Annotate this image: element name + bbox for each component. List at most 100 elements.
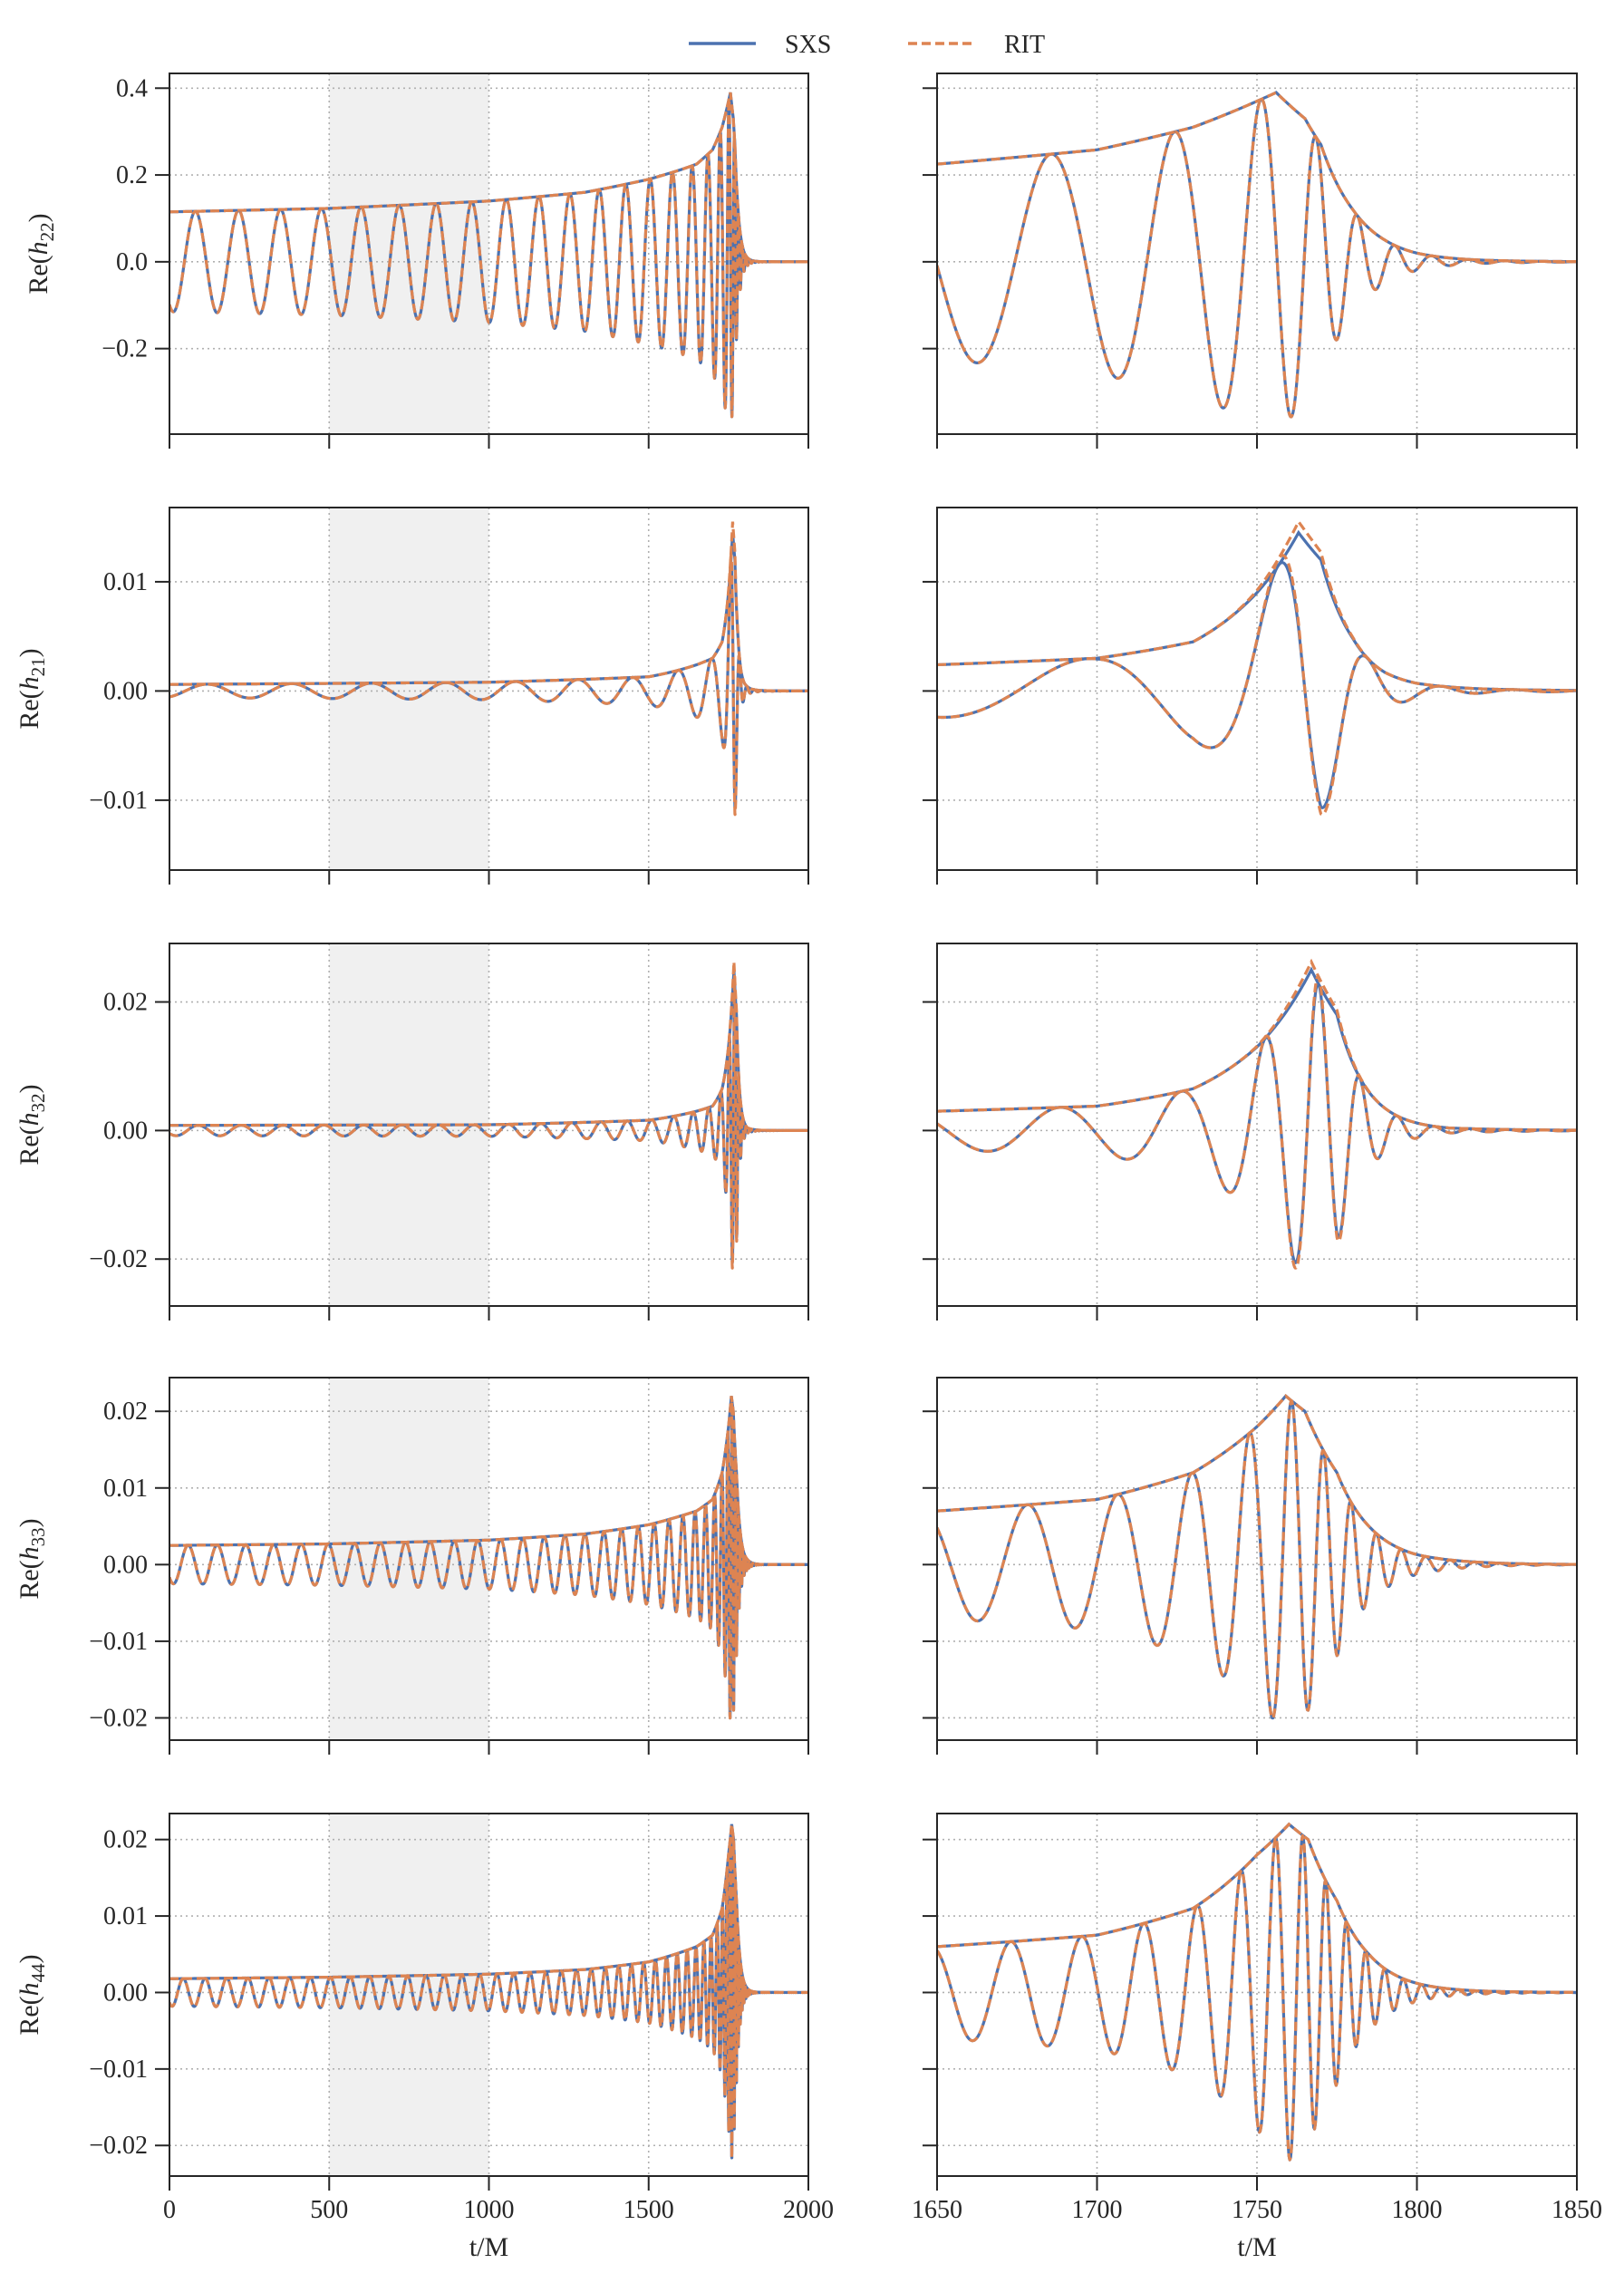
y-axis-label: Re(h22) — [24, 213, 58, 294]
y-label-subscript: 33 — [27, 1527, 49, 1546]
y-tick-label: 0.2 — [116, 161, 148, 189]
y-label-subscript: 22 — [36, 222, 58, 241]
y-label-suffix: ) — [14, 1518, 44, 1527]
sxs-real-part-line — [937, 97, 1577, 419]
shaded-region — [329, 1378, 489, 1740]
rit-amplitude-line — [169, 1396, 808, 1566]
y-axis-label: Re(h21) — [14, 648, 49, 729]
x-tick-label: 1750 — [1232, 2196, 1282, 2224]
panel-22-right — [923, 73, 1578, 449]
legend: SXS RIT — [689, 31, 1045, 59]
y-tick-label: 0.00 — [103, 1978, 148, 2007]
rit-amplitude-line — [169, 92, 808, 264]
y-tick-label: 0.00 — [103, 1117, 148, 1145]
panel-21-left: 0.01 0.00 −0.01 Re(h21) — [14, 507, 809, 885]
y-tick-label: 0.01 — [103, 568, 148, 596]
y-label-prefix: Re( — [14, 690, 44, 729]
panels: 0.40.20.0−0.2Re(h22)0.010.00−0.01Re(h21)… — [14, 73, 1602, 2262]
y-label-suffix: ) — [24, 213, 53, 222]
y-label-symbol: h — [14, 1112, 44, 1126]
y-tick-label: −0.01 — [89, 787, 148, 815]
rit-amplitude-line — [937, 1822, 1577, 1994]
sxs-amplitude-line — [937, 1394, 1577, 1566]
x-tick-label: 1650 — [912, 2196, 962, 2224]
curves — [937, 1394, 1577, 1720]
rit-amplitude-line — [169, 962, 808, 1132]
curves — [937, 91, 1577, 419]
panel-32-left: 0.02 0.00 −0.02 Re(h32) — [14, 943, 809, 1320]
y-tick-label: −0.02 — [89, 1704, 148, 1732]
rit-amplitude-line — [937, 91, 1577, 264]
y-label-symbol: h — [14, 1546, 44, 1560]
panel-32-right — [923, 943, 1578, 1320]
y-axis-label: Re(h32) — [14, 1084, 49, 1165]
rit-real-part-line — [169, 554, 808, 817]
y-label-subscript: 44 — [27, 1963, 49, 1983]
rit-real-part-line — [169, 1400, 808, 1720]
x-tick-label: 1500 — [624, 2196, 674, 2224]
x-axis-label: t/M — [1237, 2232, 1276, 2262]
y-label-suffix: ) — [14, 1084, 44, 1093]
curves — [169, 962, 808, 1270]
sxs-real-part-line — [937, 561, 1577, 809]
panel-44-right: 1650 1700 1750 1800 1850 t/M — [912, 1813, 1602, 2262]
y-axis-label: Re(h44) — [14, 1954, 49, 2035]
sxs-real-part-line — [169, 1835, 808, 2160]
curves — [937, 518, 1577, 817]
y-label-symbol: h — [14, 1982, 44, 1996]
rit-real-part-line — [937, 974, 1577, 1270]
legend-label-rit: RIT — [1004, 31, 1045, 59]
y-label-prefix: Re( — [24, 255, 53, 294]
x-tick-label: 0 — [163, 2196, 176, 2224]
panel-21-right — [923, 507, 1578, 885]
y-label-suffix: ) — [14, 648, 44, 657]
curves — [169, 521, 808, 817]
y-tick-label: 0.00 — [103, 677, 148, 705]
curves — [169, 92, 808, 419]
rit-real-part-line — [937, 1398, 1577, 1720]
curves — [169, 1396, 808, 1720]
y-tick-label: −0.2 — [102, 335, 148, 363]
y-label-subscript: 32 — [27, 1093, 49, 1112]
y-tick-label: 0.0 — [116, 248, 148, 276]
y-tick-label: 0.00 — [103, 1551, 148, 1579]
curves — [937, 1822, 1577, 2162]
panel-33-left: 0.02 0.01 0.00 −0.01 −0.02 Re(h33) — [14, 1377, 809, 1755]
y-tick-label: 0.01 — [103, 1902, 148, 1930]
panel-44-left: 0 500 1000 1500 2000 t/M 0.02 0.01 0.00 −0.01 −0.0… — [14, 1813, 834, 2262]
rit-amplitude-line — [937, 518, 1577, 692]
panel-33-right — [923, 1377, 1578, 1755]
rit-real-part-line — [937, 1833, 1577, 2162]
y-tick-label: −0.01 — [89, 2056, 148, 2084]
y-tick-label: 0.4 — [116, 74, 148, 102]
y-label-subscript: 21 — [27, 657, 49, 676]
y-tick-label: 0.02 — [103, 1398, 148, 1426]
y-label-symbol: h — [14, 676, 44, 690]
x-tick-label: 2000 — [783, 2196, 834, 2224]
curves — [937, 958, 1577, 1270]
x-tick-label: 500 — [310, 2196, 348, 2224]
y-tick-label: −0.01 — [89, 1628, 148, 1656]
y-label-prefix: Re( — [14, 1996, 44, 2035]
y-tick-label: 0.01 — [103, 1475, 148, 1503]
panel-22-left: 0.4 0.2 0.0 −0.2 Re(h22) — [24, 73, 809, 449]
curves — [169, 1823, 808, 2160]
rit-real-part-line — [937, 554, 1577, 817]
shaded-region — [329, 1814, 489, 2176]
y-label-prefix: Re( — [14, 1560, 44, 1599]
rit-amplitude-line — [937, 958, 1577, 1132]
y-tick-label: 0.02 — [103, 989, 148, 1017]
rit-amplitude-line — [169, 1823, 808, 1995]
rit-real-part-line — [937, 97, 1577, 419]
y-tick-label: 0.02 — [103, 1826, 148, 1854]
rit-amplitude-line — [169, 521, 808, 692]
y-label-symbol: h — [24, 241, 53, 255]
y-axis-label: Re(h33) — [14, 1518, 49, 1599]
y-tick-label: −0.02 — [89, 1245, 148, 1273]
y-label-suffix: ) — [14, 1954, 44, 1963]
x-tick-label: 1700 — [1072, 2196, 1123, 2224]
y-tick-label: −0.02 — [89, 2132, 148, 2160]
rit-real-part-line — [169, 974, 808, 1270]
rit-real-part-line — [169, 97, 808, 419]
